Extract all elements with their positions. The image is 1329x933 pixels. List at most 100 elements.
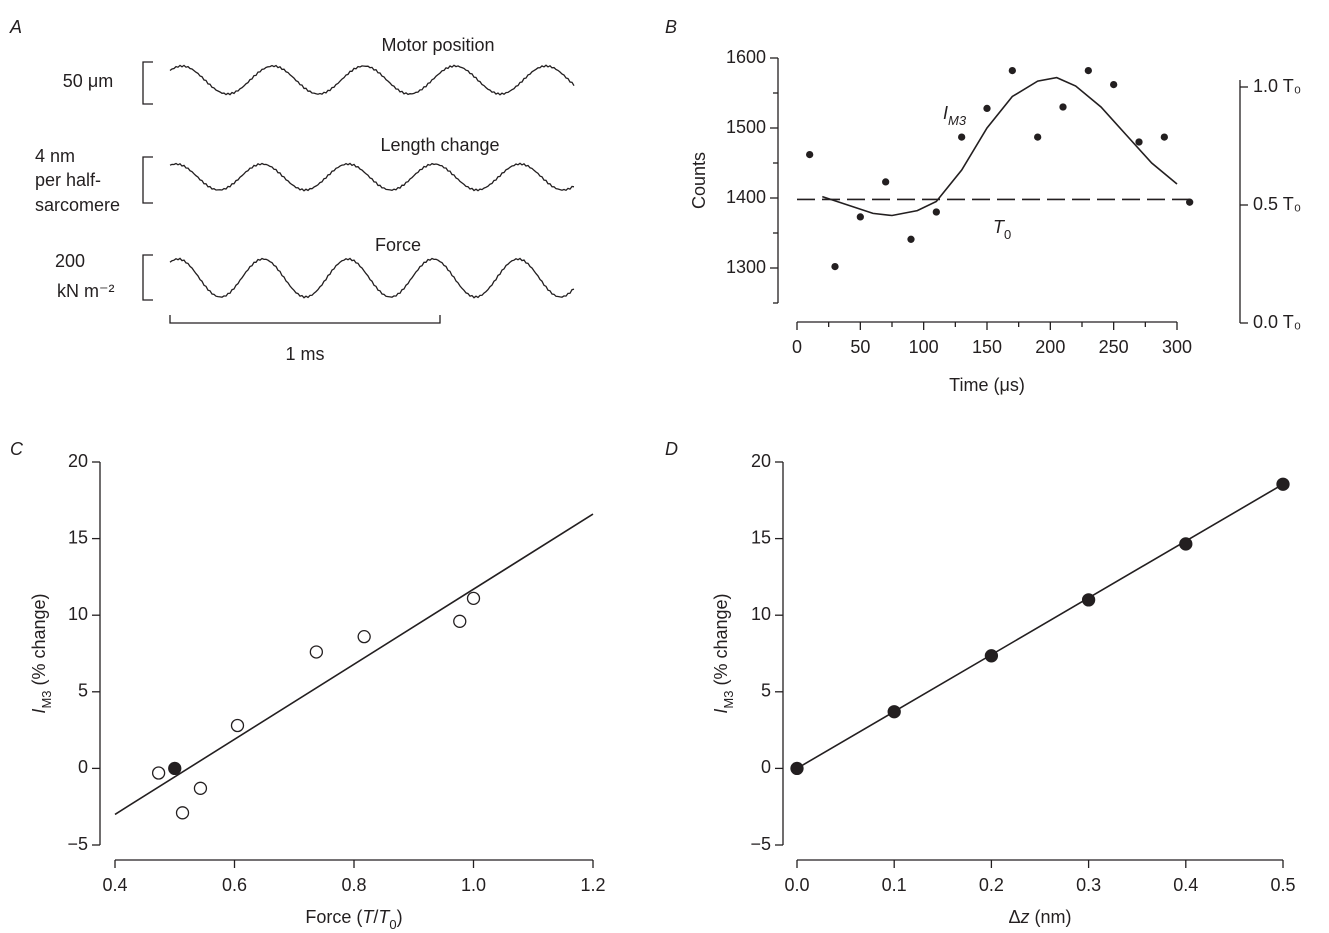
y-axis-label: Counts: [689, 152, 709, 209]
x-tick-label: 100: [909, 337, 939, 357]
label-part: T: [378, 907, 391, 927]
x-tick-label: 150: [972, 337, 1002, 357]
y-tick-label: 10: [68, 604, 88, 624]
trace-label: Motor position: [381, 35, 494, 55]
label-part: M3: [948, 113, 967, 128]
data-point: [1276, 477, 1290, 491]
y-tick-label: 1500: [726, 117, 766, 137]
label-part: (nm): [1030, 907, 1072, 927]
y-tick-label: 1600: [726, 47, 766, 67]
x-tick-label: 0.3: [1076, 875, 1101, 895]
data-point: [1008, 66, 1016, 75]
x-tick-label: 0.4: [1173, 875, 1198, 895]
y-tick-label: 20: [68, 451, 88, 471]
fit-line: [796, 483, 1284, 770]
x-tick-label: 1.2: [580, 875, 605, 895]
data-point: [1084, 66, 1092, 75]
scale-label: kN m⁻²: [57, 281, 115, 301]
data-point: [790, 761, 804, 776]
x-tick-label: 0.6: [222, 875, 247, 895]
label-part: I: [29, 709, 49, 714]
annotation: IM3: [943, 103, 967, 128]
trace: [169, 257, 575, 299]
label-part: M3: [39, 690, 54, 708]
label-part: Time (μs): [949, 375, 1025, 395]
data-point: [984, 649, 999, 663]
label-part: (% change): [711, 593, 731, 690]
scale-bracket: [142, 61, 153, 105]
label-part: I: [943, 103, 948, 123]
y-tick-label: 15: [751, 527, 771, 547]
label-part: T: [362, 907, 375, 927]
x-tick-label: 0.2: [979, 875, 1004, 895]
label-part: 0: [389, 917, 396, 932]
y-tick-label: −5: [750, 834, 771, 854]
label-part: 0: [1004, 227, 1011, 242]
data-point: [882, 178, 890, 186]
trace: [169, 162, 575, 192]
label-part: /: [373, 907, 378, 927]
x-tick-label: 200: [1035, 337, 1065, 357]
data-point: [357, 629, 371, 644]
label-part: I: [711, 709, 731, 714]
x-tick-label: 0.4: [102, 875, 127, 895]
y-tick-label: 20: [751, 451, 771, 471]
time-scale-label: 1 ms: [285, 344, 324, 364]
scale-label: per half-: [35, 170, 101, 190]
label-part: T: [993, 217, 1006, 237]
label-part: z: [1020, 907, 1030, 927]
y2-tick-label: 0.5 T₀: [1253, 194, 1301, 214]
data-point: [1135, 138, 1143, 146]
label-part: Force (: [305, 907, 362, 927]
data-point: [1160, 133, 1168, 141]
x-tick-label: 0.8: [341, 875, 366, 895]
data-point: [856, 213, 864, 221]
data-point: [1034, 133, 1042, 141]
data-point: [466, 591, 481, 605]
data-point: [958, 133, 966, 141]
label-part: ): [397, 907, 403, 927]
data-point: [168, 761, 182, 776]
label-part: (% change): [29, 593, 49, 690]
x-axis-label: Δz (nm): [1008, 907, 1071, 927]
panel-letter: D: [665, 439, 678, 459]
x-tick-label: 0.5: [1270, 875, 1295, 895]
panel-letter: A: [9, 17, 22, 37]
y2-tick-label: 0.0 T₀: [1253, 312, 1301, 332]
x-tick-label: 0: [792, 337, 802, 357]
data-point: [151, 766, 166, 780]
x-tick-label: 250: [1099, 337, 1129, 357]
x-tick-label: 300: [1162, 337, 1192, 357]
x-axis-label: Time (μs): [949, 375, 1025, 395]
x-tick-label: 0.0: [784, 875, 809, 895]
y-tick-label: 5: [78, 681, 88, 701]
data-point: [193, 781, 208, 795]
data-point: [831, 262, 839, 271]
data-point: [932, 208, 940, 216]
annotation: T0: [993, 217, 1011, 242]
data-point: [309, 645, 324, 659]
y-tick-label: 0: [761, 757, 771, 777]
data-point: [230, 718, 245, 733]
y-tick-label: 5: [761, 681, 771, 701]
x-tick-label: 0.1: [882, 875, 907, 895]
data-point: [1179, 537, 1193, 551]
label-part: Δ: [1008, 907, 1020, 927]
scale-bracket: [142, 254, 153, 301]
data-point: [1059, 103, 1067, 111]
scale-label: sarcomere: [35, 195, 120, 215]
data-point: [175, 806, 190, 820]
y-tick-label: −5: [67, 834, 88, 854]
trace-label: Force: [375, 235, 421, 255]
data-point: [1110, 80, 1118, 89]
trace-label: Length change: [380, 135, 499, 155]
y-axis-label: IM3 (% change): [711, 593, 736, 713]
fit-line: [114, 513, 594, 816]
panel-letter: C: [10, 439, 24, 459]
data-point: [806, 150, 814, 159]
y-tick-label: 1300: [726, 257, 766, 277]
y-tick-label: 10: [751, 604, 771, 624]
y-tick-label: 0: [78, 757, 88, 777]
x-axis-label: Force (T/T0): [305, 907, 402, 932]
